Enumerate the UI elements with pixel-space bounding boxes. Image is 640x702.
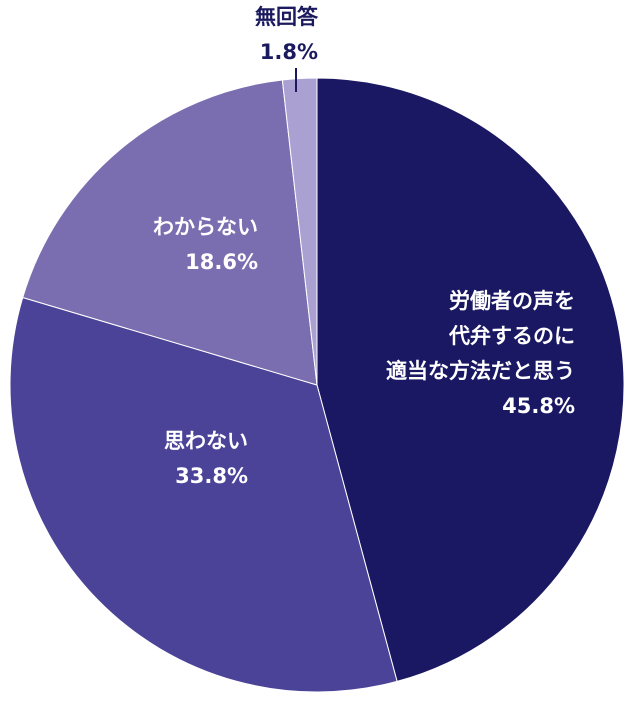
slice-category-label: 無回答 — [255, 5, 319, 29]
slice-category-label: 思わない — [164, 429, 248, 453]
slice-value-label: 33.8% — [175, 464, 248, 488]
pie-slice — [316, 77, 625, 682]
slice-label: わからない 18.6% — [153, 215, 258, 274]
slice-category-label: 代弁するのに — [448, 324, 575, 348]
slice-category-label: 労働者の声を — [449, 289, 575, 313]
pie-labels: 労働者の声を代弁するのに適当な方法だと思う 45.8% 思わない 33.8% わからない… — [153, 5, 575, 488]
pie-slice — [281, 77, 318, 386]
pie-slice — [22, 79, 318, 386]
slice-category-label: わからない — [153, 215, 258, 239]
slice-label: 思わない 33.8% — [164, 429, 248, 488]
pie-slices — [9, 77, 625, 693]
slice-value-label: 1.8% — [260, 40, 318, 64]
pie-slice — [9, 296, 398, 693]
slice-label: 無回答 1.8% — [255, 5, 319, 64]
slice-category-label: 適当な方法だと思う — [386, 359, 575, 383]
slice-label: 労働者の声を代弁するのに適当な方法だと思う 45.8% — [386, 289, 575, 418]
slice-value-label: 45.8% — [502, 394, 575, 418]
slice-value-label: 18.6% — [185, 250, 258, 274]
